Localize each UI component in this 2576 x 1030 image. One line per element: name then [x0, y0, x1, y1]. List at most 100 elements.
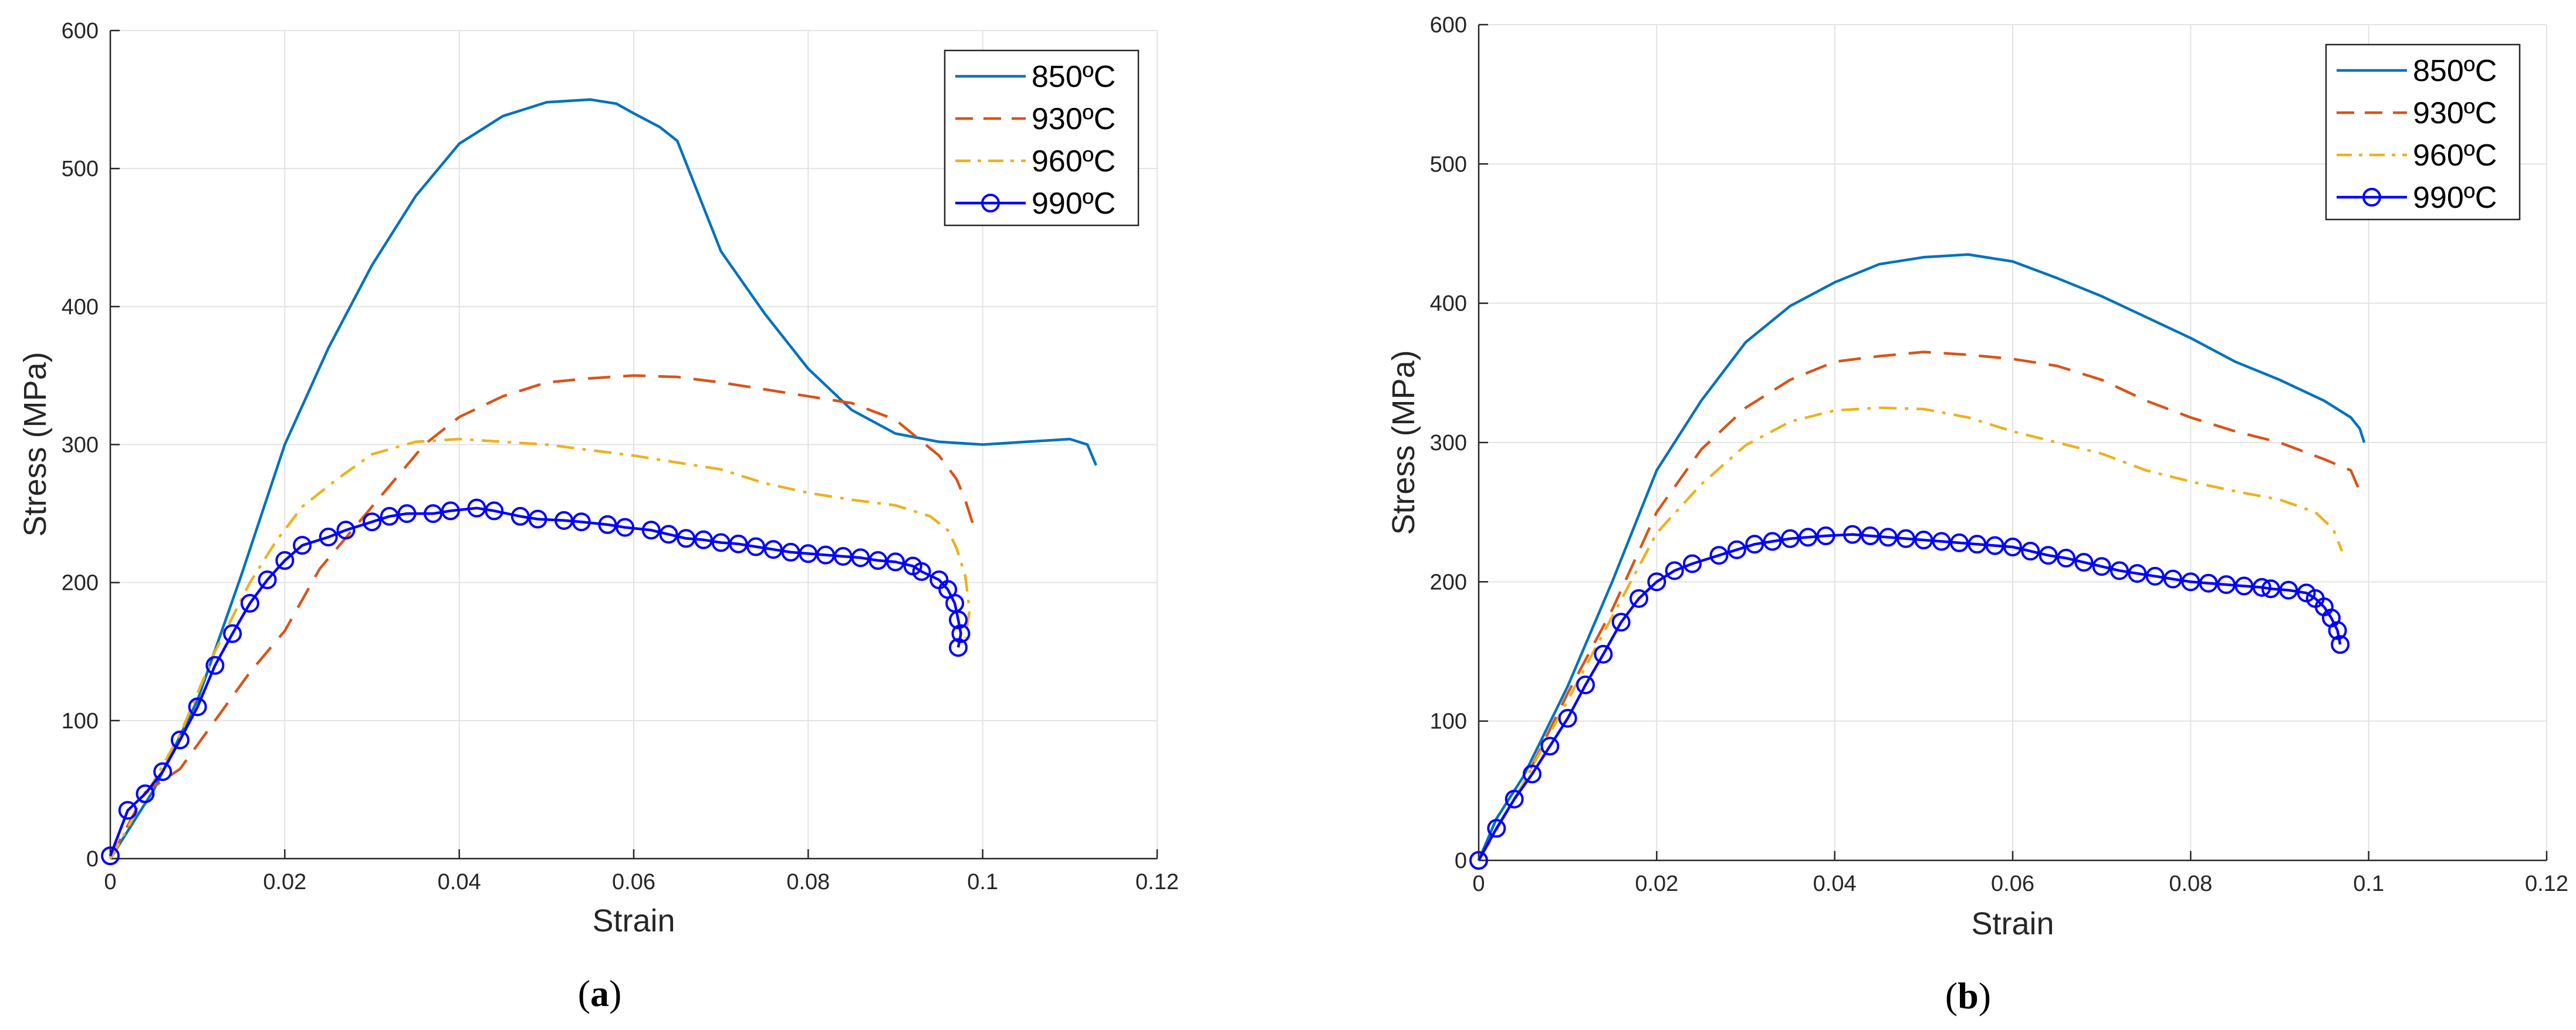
data-point: [1709, 546, 1729, 565]
panel-paren-close: ): [1979, 975, 1991, 1017]
data-point: [2199, 573, 2218, 593]
data-point: [397, 504, 417, 524]
series-line-3: [1478, 406, 2344, 862]
data-point: [598, 515, 617, 534]
data-point: [912, 562, 931, 581]
data-point: [1968, 535, 1987, 554]
data-point: [485, 501, 504, 521]
data-point: [1630, 589, 1648, 608]
legend-box: [2325, 43, 2521, 221]
data-point: [746, 537, 766, 556]
data-point: [1665, 561, 1684, 580]
data-point: [2181, 572, 2200, 592]
data-point: [641, 521, 661, 540]
data-point: [380, 506, 399, 526]
data-point: [170, 730, 190, 749]
panel-paren-open: (: [578, 972, 590, 1014]
data-point: [319, 528, 338, 547]
data-point: [2145, 566, 2165, 586]
data-point: [118, 801, 137, 820]
chart-panel-a: 0 0.02 0.04 0.06 0.08 0.1 0.12 0 100 200 300 400 500…: [18, 19, 1179, 1014]
x-tick-label: 0.04: [438, 870, 481, 894]
series-line-1: [109, 98, 1097, 860]
data-point: [1932, 532, 1951, 551]
data-point: [694, 530, 713, 549]
data-point: [2110, 561, 2129, 580]
y-tick-label: 300: [62, 433, 99, 458]
data-point: [1745, 535, 1764, 554]
x-tick-label: 0.04: [1813, 872, 1857, 896]
series-line-4: [109, 506, 962, 857]
data-point: [528, 509, 547, 529]
x-axis-label: Strain: [592, 903, 675, 938]
panel-letter: b: [1958, 975, 1979, 1017]
x-tick-label: 0.06: [1991, 872, 2034, 896]
data-point: [2163, 569, 2182, 589]
data-point: [949, 638, 968, 657]
data-point: [1540, 737, 1560, 756]
panel-label: (b): [1945, 975, 1991, 1017]
data-point: [1950, 533, 1969, 552]
data-point: [1914, 531, 1933, 550]
x-tick-label: 0.1: [2353, 872, 2384, 896]
x-tick-label: 0.1: [967, 870, 998, 894]
data-point: [136, 784, 155, 803]
data-point: [951, 624, 971, 643]
x-tick-label: 0.08: [786, 870, 830, 894]
data-point: [2331, 635, 2350, 654]
y-tick-label: 100: [62, 709, 99, 734]
data-point: [2234, 576, 2254, 596]
x-tick-label: 0: [1472, 872, 1485, 896]
data-point: [153, 762, 173, 781]
data-point: [1816, 526, 1835, 546]
data-point: [2252, 578, 2271, 597]
data-point: [763, 540, 783, 559]
data-point: [467, 498, 486, 518]
data-point: [223, 624, 242, 643]
data-point: [1799, 528, 1818, 547]
data-point: [101, 846, 120, 866]
legend-entry: 960ºC: [2413, 139, 2497, 173]
data-point: [240, 593, 259, 613]
legend-box: [944, 49, 1140, 227]
x-tick-label: 0.02: [1635, 872, 1678, 896]
data-point: [659, 525, 678, 544]
data-point: [1558, 708, 1577, 728]
data-point: [424, 504, 443, 524]
data-point: [1683, 554, 1702, 573]
data-point: [2328, 621, 2347, 640]
x-tick-label: 0.12: [1135, 870, 1179, 894]
data-point: [293, 536, 312, 555]
data-point: [363, 512, 381, 532]
data-point: [1487, 819, 1506, 838]
data-point: [2057, 548, 2075, 568]
data-point: [1985, 536, 2004, 555]
data-point: [2128, 564, 2147, 583]
y-tick-label: 0: [1455, 849, 1467, 873]
y-tick-label: 0: [86, 847, 99, 872]
series-line-1: [1477, 253, 2366, 861]
legend-entry: 930ºC: [2413, 96, 2497, 130]
data-point: [1611, 613, 1631, 632]
data-point: [258, 570, 277, 589]
data-point: [1843, 525, 1862, 544]
data-point: [886, 552, 905, 572]
data-point: [2279, 580, 2298, 600]
data-point: [1505, 789, 1524, 809]
x-tick-label: 0: [104, 870, 116, 894]
y-tick-label: 100: [1430, 710, 1467, 734]
data-point: [1763, 532, 1782, 551]
y-tick-label: 600: [62, 19, 99, 43]
data-point: [275, 551, 295, 570]
chart-panel-b: 0 0.02 0.04 0.06 0.08 0.1 0.12 0 100 200 300 400 500…: [1386, 13, 2568, 1017]
y-tick-label: 500: [62, 157, 99, 181]
data-point: [2092, 557, 2111, 576]
legend-marker: [981, 194, 1000, 212]
data-point: [441, 501, 460, 521]
y-tick-label: 600: [1430, 13, 1467, 38]
data-point: [511, 506, 530, 526]
data-point: [949, 610, 968, 630]
data-point: [1469, 851, 1488, 870]
panel-paren-open: (: [1945, 975, 1958, 1017]
data-point: [1523, 764, 1541, 784]
